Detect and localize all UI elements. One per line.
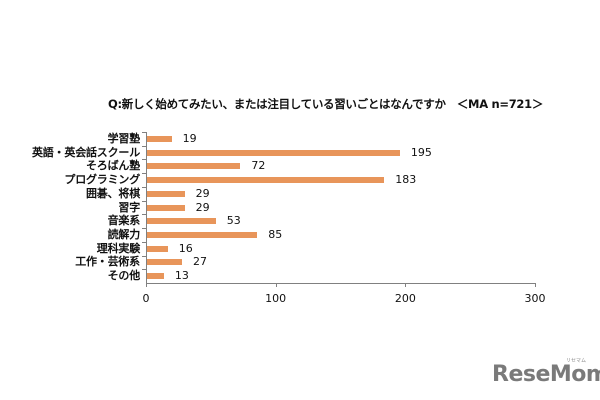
category-label: 英語・英会話スクール xyxy=(32,145,140,159)
category-label: 理科実験 xyxy=(96,241,140,255)
resemom-logo: ReseMom xyxy=(492,362,600,387)
chart-title: Q:新しく始めてみたい、または注目している習いごとはなんですか ＜MA n=72… xyxy=(108,97,544,111)
category-label: 学習塾 xyxy=(107,131,141,145)
y-axis-tick xyxy=(142,173,146,175)
category-label: 習字 xyxy=(118,200,140,214)
bar xyxy=(147,231,258,238)
data-label: 53 xyxy=(226,214,241,228)
y-axis-tick xyxy=(142,269,146,271)
category-label: 音楽系 xyxy=(107,214,141,228)
bar xyxy=(147,135,172,142)
bar xyxy=(147,177,385,184)
x-tick-label: 300 xyxy=(524,292,546,305)
data-label: 85 xyxy=(268,227,283,241)
bar xyxy=(147,163,241,170)
x-tick-label: 100 xyxy=(265,292,287,305)
resemom-logo-ruby: リセマム xyxy=(566,358,587,364)
data-label: 27 xyxy=(193,255,207,269)
y-axis-tick xyxy=(142,200,146,202)
data-label: 195 xyxy=(410,145,432,159)
bar xyxy=(147,149,400,156)
data-label: 13 xyxy=(174,269,189,283)
y-axis-tick xyxy=(142,255,146,257)
category-label: 囲碁、将棋 xyxy=(86,186,140,200)
data-label: 29 xyxy=(195,186,210,200)
data-label: 72 xyxy=(251,159,266,173)
bar xyxy=(147,190,185,197)
category-label: 工作・芸術系 xyxy=(75,255,140,269)
data-label: 19 xyxy=(182,131,197,145)
category-label: 読解力 xyxy=(107,227,141,241)
bar xyxy=(147,204,185,211)
y-axis-tick xyxy=(142,186,146,188)
x-tick-label: 0 xyxy=(142,292,150,305)
data-label: 183 xyxy=(395,173,417,187)
bar xyxy=(147,245,168,252)
category-label: プログラミング xyxy=(64,173,140,187)
x-tick-label: 200 xyxy=(394,292,416,305)
y-axis-tick xyxy=(142,214,146,216)
y-axis-tick xyxy=(142,159,146,161)
category-label: その他 xyxy=(107,269,141,283)
bar xyxy=(147,259,182,266)
x-axis-tick xyxy=(405,283,407,287)
x-axis-tick xyxy=(535,283,536,287)
y-axis-line xyxy=(146,132,147,283)
bar xyxy=(147,273,164,280)
x-axis-tick xyxy=(275,283,277,287)
x-axis-tick xyxy=(146,283,147,287)
x-axis-line xyxy=(146,283,536,284)
y-axis-tick xyxy=(142,132,146,133)
data-label: 16 xyxy=(178,241,193,255)
y-axis-tick xyxy=(142,145,146,147)
y-axis-tick xyxy=(142,241,146,243)
category-label: そろばん塾 xyxy=(86,159,140,173)
bar xyxy=(147,218,216,225)
y-axis-tick xyxy=(142,228,146,230)
data-label: 29 xyxy=(195,200,210,214)
